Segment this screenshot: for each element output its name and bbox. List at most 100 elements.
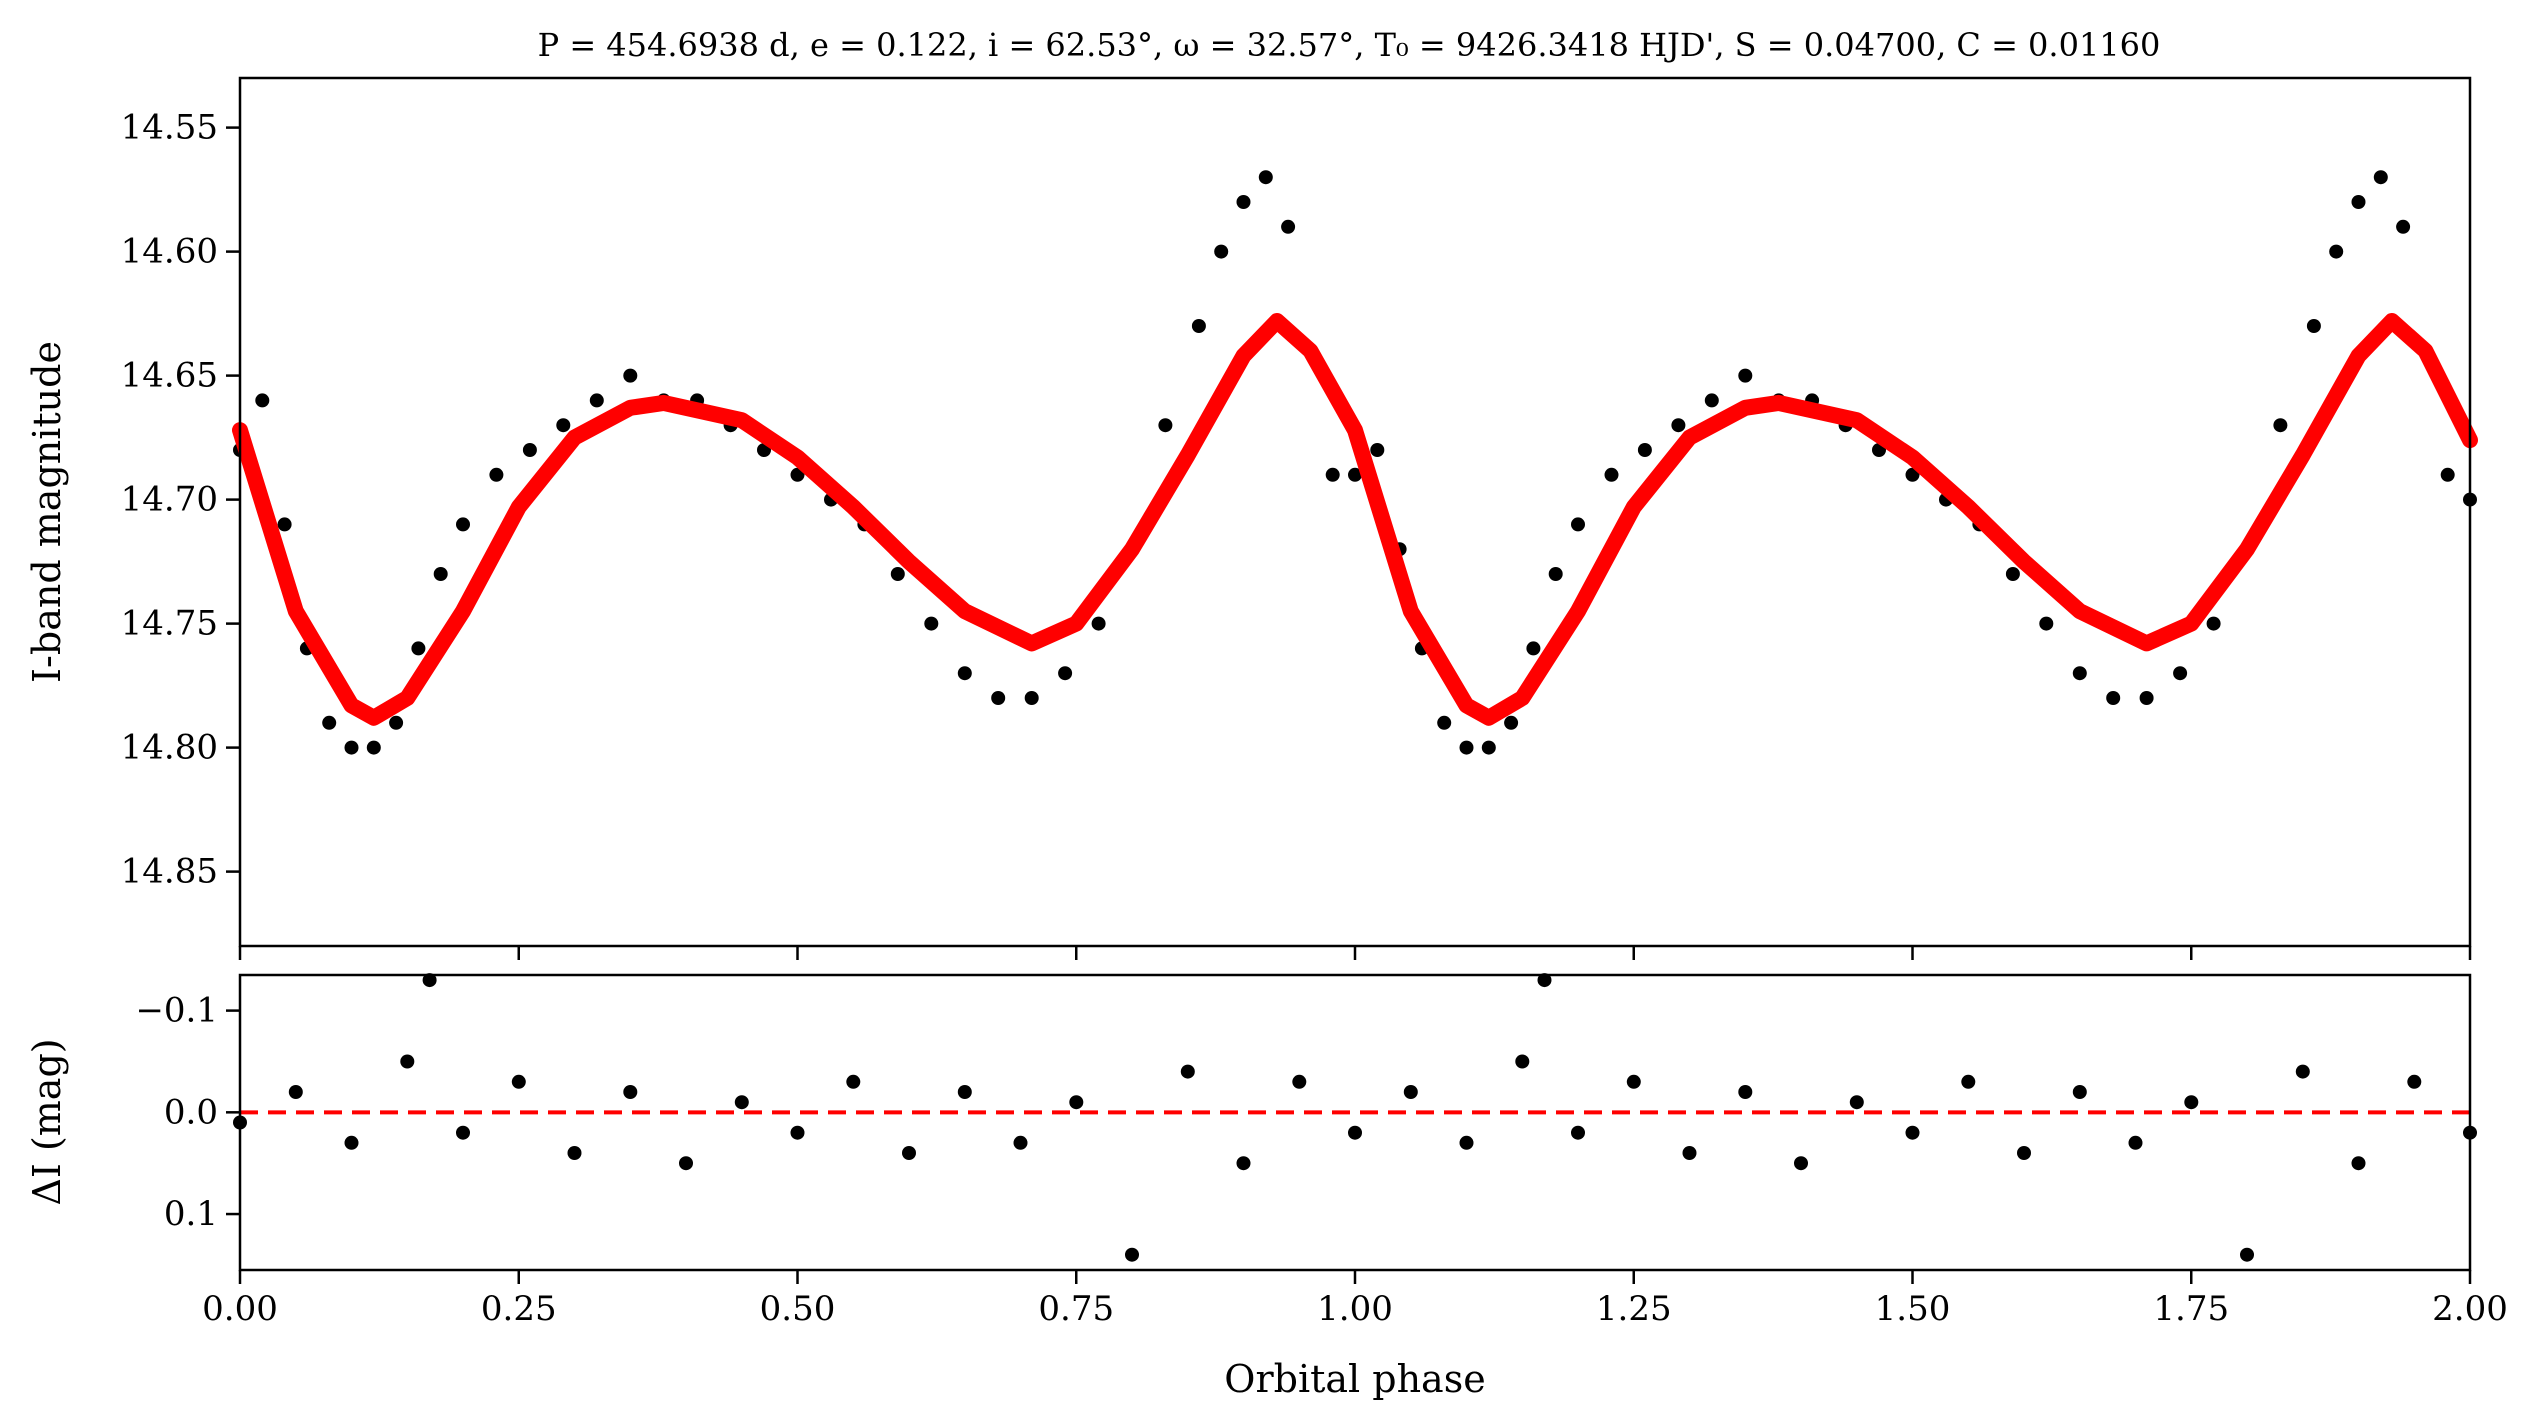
data-point	[957, 666, 972, 681]
residual-point	[1515, 1054, 1530, 1069]
residual-point	[344, 1135, 359, 1150]
data-point	[1504, 715, 1519, 730]
bottom-y-axis-label: ΔI (mag)	[25, 1038, 69, 1205]
residual-point	[1738, 1085, 1753, 1099]
y-tick-label: 0.1	[164, 1194, 218, 1234]
data-point	[991, 691, 1006, 705]
residual-point	[288, 1085, 303, 1099]
data-point	[1704, 393, 1719, 408]
y-tick-label: 14.80	[121, 728, 218, 768]
residual-point	[1292, 1074, 1307, 1089]
data-point	[489, 467, 504, 482]
data-point	[2373, 170, 2388, 185]
residual-point	[1403, 1085, 1418, 1099]
x-tick-label: 0.25	[481, 1289, 557, 1329]
residual-point	[1905, 1125, 1920, 1140]
data-point	[1905, 467, 1920, 482]
data-point	[1459, 740, 1474, 755]
residual-point	[1794, 1156, 1808, 1171]
residual-point	[679, 1156, 693, 1171]
x-tick-label: 0.00	[202, 1289, 278, 1329]
residual-point	[1125, 1247, 1139, 1262]
data-point	[456, 517, 470, 532]
data-point	[1637, 443, 1652, 457]
data-point	[255, 393, 270, 408]
data-point	[2273, 418, 2288, 433]
data-point	[2173, 666, 2188, 681]
y-tick-label: −0.1	[135, 991, 218, 1031]
residual-point	[1571, 1125, 1585, 1140]
residual-point	[2351, 1156, 2366, 1171]
y-tick-label: 14.85	[121, 852, 218, 892]
residual-point	[1849, 1095, 1864, 1110]
x-tick-label: 1.00	[1317, 1289, 1393, 1329]
data-point	[2039, 616, 2054, 631]
data-point	[2351, 195, 2366, 209]
bottom-x-ticks: 0.00 0.25 0.50 0.75 1.00 1.25 1.50 1.75 2.00	[202, 1270, 2508, 1329]
x-tick-label: 0.50	[760, 1289, 836, 1329]
residual-point	[2240, 1247, 2254, 1262]
data-point	[2139, 691, 2154, 705]
residual-point	[790, 1125, 805, 1140]
data-point	[1370, 443, 1385, 457]
data-point	[389, 715, 404, 730]
data-point	[790, 467, 805, 482]
residual-point	[2128, 1135, 2143, 1150]
x-tick-label: 1.75	[2153, 1289, 2229, 1329]
top-y-axis-label: I-band magnitude	[25, 341, 69, 683]
data-point	[1437, 715, 1452, 730]
residual-point	[422, 973, 437, 988]
data-point	[1191, 319, 1206, 333]
data-point	[2206, 616, 2221, 631]
data-point	[589, 393, 604, 408]
data-point	[2005, 567, 2020, 581]
data-point	[322, 715, 337, 730]
data-point	[1325, 467, 1340, 482]
model-curve	[232, 313, 2478, 726]
data-point	[1058, 666, 1073, 681]
residual-point	[734, 1095, 749, 1110]
data-point	[623, 368, 638, 383]
y-tick-label: 14.60	[121, 232, 218, 272]
data-point	[1236, 195, 1251, 209]
data-point	[1671, 418, 1686, 433]
x-tick-label: 0.75	[1038, 1289, 1114, 1329]
bottom-panel: −0.1 0.0 0.1 0.00 0.25 0.50 0.75 1.00 1.25 1.50 1…	[25, 973, 2508, 1401]
residual-point	[2407, 1074, 2422, 1089]
residual-point	[957, 1085, 972, 1099]
data-point	[1214, 244, 1229, 259]
data-point	[1348, 467, 1362, 482]
y-tick-label: 14.65	[121, 356, 218, 396]
residual-point	[400, 1054, 415, 1069]
chart-title: P = 454.6938 d, e = 0.122, i = 62.53°, ω…	[538, 26, 2161, 64]
residual-point	[623, 1085, 638, 1099]
data-point	[1258, 170, 1273, 185]
top-y-ticks: 14.55 14.60 14.65 14.70 14.75 14.80 14.85	[121, 108, 240, 892]
x-tick-label: 2.00	[2432, 1289, 2508, 1329]
y-tick-label: 0.0	[164, 1092, 218, 1132]
data-point	[433, 567, 448, 581]
data-point	[522, 443, 537, 457]
data-point	[2106, 691, 2121, 705]
residual-point	[1180, 1064, 1195, 1079]
data-point	[924, 616, 939, 631]
data-point	[1604, 467, 1619, 482]
residual-scatter-series	[233, 973, 2477, 1262]
residual-point	[1682, 1146, 1697, 1160]
data-point	[2440, 467, 2455, 482]
data-point	[277, 517, 292, 532]
x-tick-label: 1.25	[1596, 1289, 1672, 1329]
data-point	[2329, 244, 2344, 259]
residual-point	[1537, 973, 1552, 988]
data-point	[2306, 319, 2321, 333]
data-point	[1024, 691, 1039, 705]
data-point	[1281, 219, 1296, 234]
x-tick-label: 1.50	[1875, 1289, 1951, 1329]
data-point	[1738, 368, 1753, 383]
residual-point	[1961, 1074, 1976, 1089]
y-tick-label: 14.75	[121, 604, 218, 644]
data-point	[2396, 219, 2411, 234]
y-tick-label: 14.70	[121, 480, 218, 520]
residual-point	[1459, 1135, 1474, 1150]
